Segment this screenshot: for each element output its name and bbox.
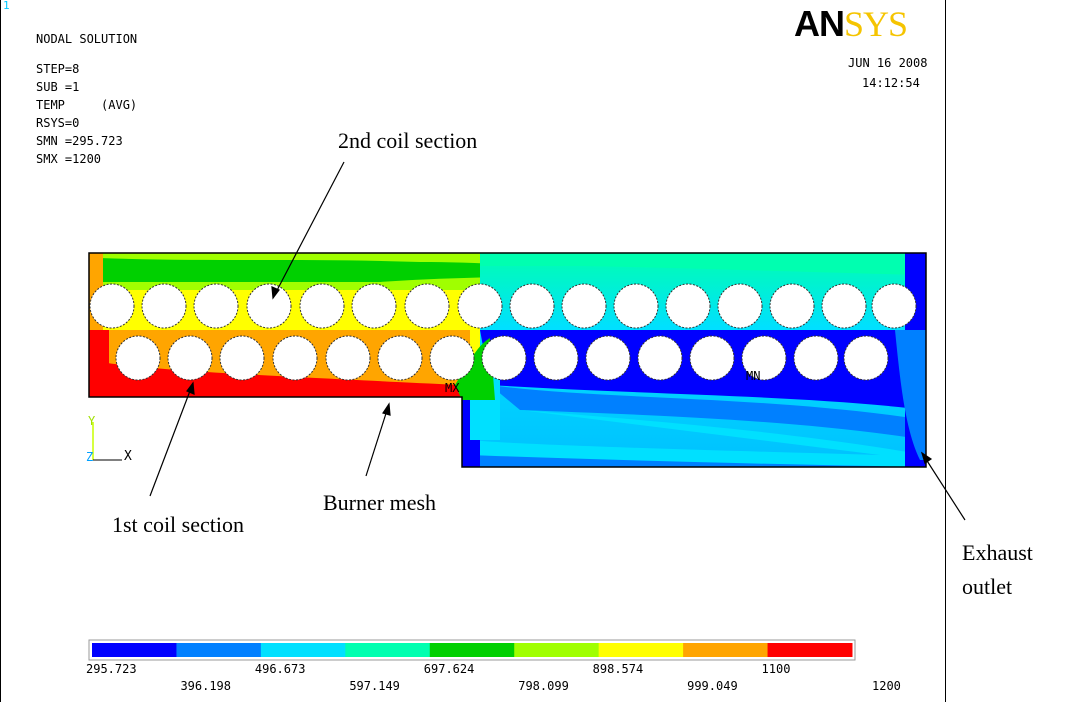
label-exhaust: Exhaust xyxy=(962,540,1033,565)
max-marker: MX xyxy=(445,381,460,395)
legend-value: 295.723 xyxy=(86,662,137,676)
legend-swatch xyxy=(176,643,262,657)
axis-triad: Y Z X xyxy=(86,414,132,464)
temp-line: TEMP (AVG) xyxy=(36,98,138,112)
legend-values-top: 295.723 496.673 697.624 898.574 1100 xyxy=(86,662,790,676)
triad-z: Z xyxy=(86,450,93,464)
coil-tubes xyxy=(89,283,917,381)
legend-swatch xyxy=(767,643,853,657)
step-line: STEP=8 xyxy=(36,62,80,76)
triad-x: X xyxy=(124,449,132,464)
min-marker: MN xyxy=(746,369,760,383)
smn-line: SMN =295.723 xyxy=(36,134,123,148)
ansys-logo: ANSYS xyxy=(794,3,908,45)
solution-title: NODAL SOLUTION xyxy=(36,32,138,46)
legend-swatch xyxy=(683,643,769,657)
legend-swatch xyxy=(429,643,515,657)
legend-value: 898.574 xyxy=(593,662,644,676)
legend-swatch xyxy=(345,643,431,657)
legend-color-bar xyxy=(88,639,856,661)
legend-swatch xyxy=(260,643,346,657)
legend-value: 1100 xyxy=(762,662,791,676)
legend-swatch xyxy=(92,643,177,657)
legend-swatch xyxy=(514,643,600,657)
legend-value: 396.198 xyxy=(180,679,231,693)
legend-swatch xyxy=(598,643,684,657)
sub-line: SUB =1 xyxy=(36,80,80,94)
legend-value: 798.099 xyxy=(518,679,569,693)
legend-frame xyxy=(88,639,856,661)
legend-value: 597.149 xyxy=(349,679,400,693)
label-outlet: outlet xyxy=(962,574,1013,599)
legend-value: 1200 xyxy=(872,679,901,693)
label-burner-mesh: Burner mesh xyxy=(323,490,437,515)
smx-line: SMX =1200 xyxy=(36,152,102,166)
plot-window xyxy=(0,0,946,702)
time-text: 14:12:54 xyxy=(862,76,920,90)
label-1st-coil-section: 1st coil section xyxy=(112,512,244,537)
legend-value: 697.624 xyxy=(424,662,475,676)
date-text: JUN 16 2008 xyxy=(848,56,928,70)
legend-value: 496.673 xyxy=(255,662,306,676)
legend-value: 999.049 xyxy=(687,679,738,693)
domain-outline xyxy=(88,252,927,468)
rsys-line: RSYS=0 xyxy=(36,116,80,130)
legend-values-bottom: 396.198 597.149 798.099 999.049 1200 xyxy=(180,679,900,693)
label-2nd-coil-section: 2nd coil section xyxy=(338,128,478,153)
annotation-arrows xyxy=(149,161,966,521)
window-number: 1 xyxy=(3,0,10,12)
triad-y: Y xyxy=(88,414,96,428)
